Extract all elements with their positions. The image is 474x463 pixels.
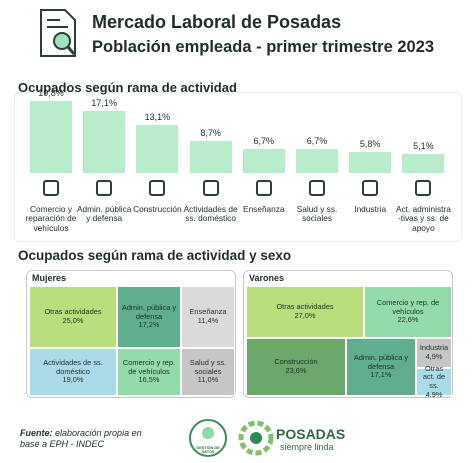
treemap-cell: Admin. pública y defensa 17,1% (346, 338, 416, 396)
cell-value: 4,9% (425, 352, 443, 361)
category-label: Act. administra -tivas y ss. de apoyo (395, 204, 451, 233)
treemap-cell: Admin. pública y defensa 17,2% (117, 286, 181, 348)
cell-value: 19,0% (62, 375, 84, 385)
bar-frame (14, 92, 462, 242)
treemap-cell: Otras actividades 27,0% (246, 286, 364, 338)
treemap-cell: Otras actividades 25,0% (29, 286, 117, 348)
document-icon (40, 9, 76, 57)
value-label: 8,7% (200, 128, 221, 139)
bar (189, 141, 232, 173)
value-label: 6,7% (253, 135, 275, 146)
cell-value: 4,9% (425, 389, 443, 399)
title: Mercado Laboral de Posadas (92, 12, 342, 32)
cell-value: 27,0% (294, 311, 316, 320)
cell-value: 25,0% (62, 316, 84, 325)
icon (362, 180, 379, 196)
logo-posadas-tagline: siempre linda (280, 442, 334, 452)
category-label: Industria (354, 204, 387, 214)
treemap-cell: Actividades de ss. doméstico 19,0% (29, 348, 117, 396)
cell-name: Comercio y rep. de vehículos (122, 358, 176, 376)
value-label: 13,1% (144, 112, 171, 123)
cell-name: Admin. pública y defensa (121, 303, 177, 321)
treemap-cell: Otras act. de ss. 4,9% (416, 363, 452, 398)
category-label: Enseñanza (243, 204, 285, 214)
bar (402, 154, 445, 173)
cell-value: 17,1% (370, 370, 392, 380)
logo-posadas-name: POSADAS (276, 426, 346, 442)
value-label: 19,8% (38, 87, 64, 98)
cell-name: Industria (419, 343, 449, 353)
logo-posadas-icon (238, 420, 274, 456)
bar (242, 148, 285, 173)
icon (255, 180, 272, 196)
icon (202, 180, 219, 196)
cell-value: 23,6% (285, 366, 307, 375)
category-label: Comercio y reparación de vehículos (25, 204, 77, 233)
logo-datos (189, 419, 227, 457)
icon (96, 180, 113, 196)
treemap-cell: Construcción 23,6% (246, 338, 346, 396)
bar (30, 100, 72, 173)
treemap-cell: Comercio y rep. de vehículos 16,5% (117, 348, 181, 396)
cell-name: Otras actividades (44, 307, 102, 317)
treemap-cell: Enseñanza 11,4% (181, 286, 235, 348)
cell-value: 22,6% (397, 315, 419, 325)
cell-name: Actividades de ss. doméstico (43, 358, 103, 376)
treemap-cell: Salud y ss. sociales 11,0% (181, 348, 235, 396)
treemap-title: Ocupados según rama de actividad y sexo (18, 248, 292, 263)
cell-name: Enseñanza (189, 307, 227, 317)
cell-value: 17,2% (138, 320, 160, 330)
panel-label: Mujeres (32, 273, 67, 283)
cell-name: Comercio y rep. de vehículos (376, 298, 440, 316)
category-label: Admin. pública y defensa (76, 204, 132, 224)
bar (83, 110, 126, 173)
logo-datos-text: GESTIÓN DE DATOS (196, 446, 220, 454)
cell-value: 11,0% (197, 375, 219, 385)
value-label: 17,1% (91, 97, 117, 108)
treemap-cell: Industria 4,9% (416, 338, 452, 368)
icon (309, 180, 325, 196)
source-label: Fuente: (20, 428, 53, 438)
category-label: Salud y ss. sociales (296, 204, 338, 224)
bar (136, 125, 179, 173)
cell-name: Otras actividades (276, 302, 334, 312)
cell-name: Salud y ss. sociales (189, 358, 227, 376)
category-label: Actividades de ss. doméstico (183, 204, 238, 224)
value-label: 5,1% (413, 141, 434, 152)
source-text: elaboración propia en base a EPH - INDEC (20, 428, 142, 450)
icon (43, 180, 59, 196)
cell-name: Construcción (274, 357, 318, 367)
category-label: Construcción (133, 204, 182, 214)
cell-value: 11,4% (197, 316, 219, 325)
value-label: 5,8% (359, 138, 381, 149)
icon (149, 180, 166, 196)
treemap-cell: Comercio y rep. de vehículos 22,6% (364, 286, 452, 338)
bar (296, 148, 338, 173)
panel-label: Varones (249, 273, 285, 283)
cell-value: 16,5% (138, 375, 160, 385)
bar (349, 151, 392, 173)
source: Fuente: elaboración propia en base a EPH… (20, 428, 150, 451)
icon (415, 180, 432, 196)
value-label: 6,7% (306, 135, 328, 146)
cell-name: Otras act. de ss. (422, 363, 446, 390)
subtitle: Población empleada - primer trimestre 20… (92, 38, 435, 56)
cell-name: Admin. pública y defensa (353, 353, 409, 371)
bar-title: Ocupados según rama de actividad (18, 80, 237, 95)
